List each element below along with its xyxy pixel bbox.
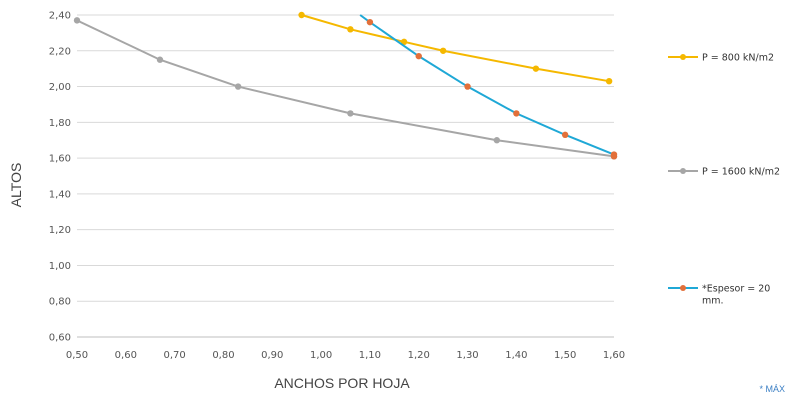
series-lines (73, 11, 618, 160)
series-line (77, 19, 615, 158)
y-tick-label: 0,60 (49, 333, 71, 344)
data-point (298, 11, 305, 19)
legend-swatch-marker (680, 285, 686, 291)
series-line (359, 14, 615, 156)
x-tick-label: 1,40 (505, 350, 527, 361)
y-tick-label: 2,40 (49, 11, 71, 22)
x-tick-label: 1,50 (554, 350, 576, 361)
x-axis-title: ANCHOS POR HOJA (274, 375, 410, 391)
legend: P = 800 kN/m2 P = 1600 kN/m2 *Espesor = 20… (668, 53, 780, 307)
grid-lines (77, 14, 614, 338)
x-tick-label: 1,20 (408, 350, 430, 361)
y-axis-title: ALTOS (8, 163, 24, 208)
y-tick-label: 2,20 (49, 46, 71, 57)
y-tick-label: 1,40 (49, 189, 71, 200)
data-point (439, 47, 447, 54)
x-tick-label: 0,80 (212, 350, 234, 361)
data-point (347, 26, 354, 33)
data-point (532, 65, 540, 72)
y-tick-label: 1,80 (49, 118, 71, 129)
data-point (234, 83, 242, 90)
data-point (610, 153, 618, 160)
footer-note: * MÁX (759, 384, 785, 394)
data-point (513, 110, 520, 117)
data-point (366, 18, 374, 26)
x-tick-label: 0,60 (115, 350, 137, 361)
x-tick-label: 1,00 (310, 350, 332, 361)
legend-label: mm. (702, 296, 724, 307)
data-point (73, 17, 81, 24)
legend-label: P = 1600 kN/m2 (702, 167, 780, 178)
x-tick-label: 0,50 (66, 350, 88, 361)
x-tick-labels: 0,50 0,60 0,70 0,80 0,90 1,00 1,10 1,20 1,30 1,40… (66, 350, 625, 361)
x-tick-label: 0,70 (164, 350, 186, 361)
legend-label: P = 800 kN/m2 (702, 53, 774, 64)
legend-item: P = 1600 kN/m2 (668, 167, 780, 178)
series-line (301, 14, 610, 83)
legend-label: *Espesor = 20 (702, 284, 770, 295)
data-point (347, 110, 354, 117)
data-point (561, 131, 569, 139)
data-point (415, 52, 422, 60)
y-tick-label: 1,60 (49, 154, 71, 165)
data-point (493, 137, 501, 144)
data-point (464, 83, 471, 90)
data-point (605, 77, 613, 85)
legend-swatch-marker (680, 168, 686, 174)
data-point (156, 56, 164, 63)
legend-swatch-marker (680, 54, 686, 60)
x-tick-label: 1,10 (359, 350, 381, 361)
series-3 (359, 14, 618, 160)
series-1 (298, 11, 613, 85)
series-2 (73, 17, 618, 160)
x-tick-label: 0,90 (261, 350, 283, 361)
y-tick-label: 1,20 (49, 225, 71, 236)
y-tick-label: 0,80 (49, 297, 71, 308)
data-point (400, 38, 408, 46)
y-tick-label: 2,00 (49, 82, 71, 93)
y-tick-label: 1,00 (49, 261, 71, 272)
x-tick-label: 1,60 (603, 350, 625, 361)
legend-item: P = 800 kN/m2 (668, 53, 774, 64)
y-tick-labels: 0,60 0,80 1,00 1,20 1,40 1,60 1,80 2,00 2,20 2,40 (49, 11, 71, 344)
x-tick-label: 1,30 (456, 350, 478, 361)
